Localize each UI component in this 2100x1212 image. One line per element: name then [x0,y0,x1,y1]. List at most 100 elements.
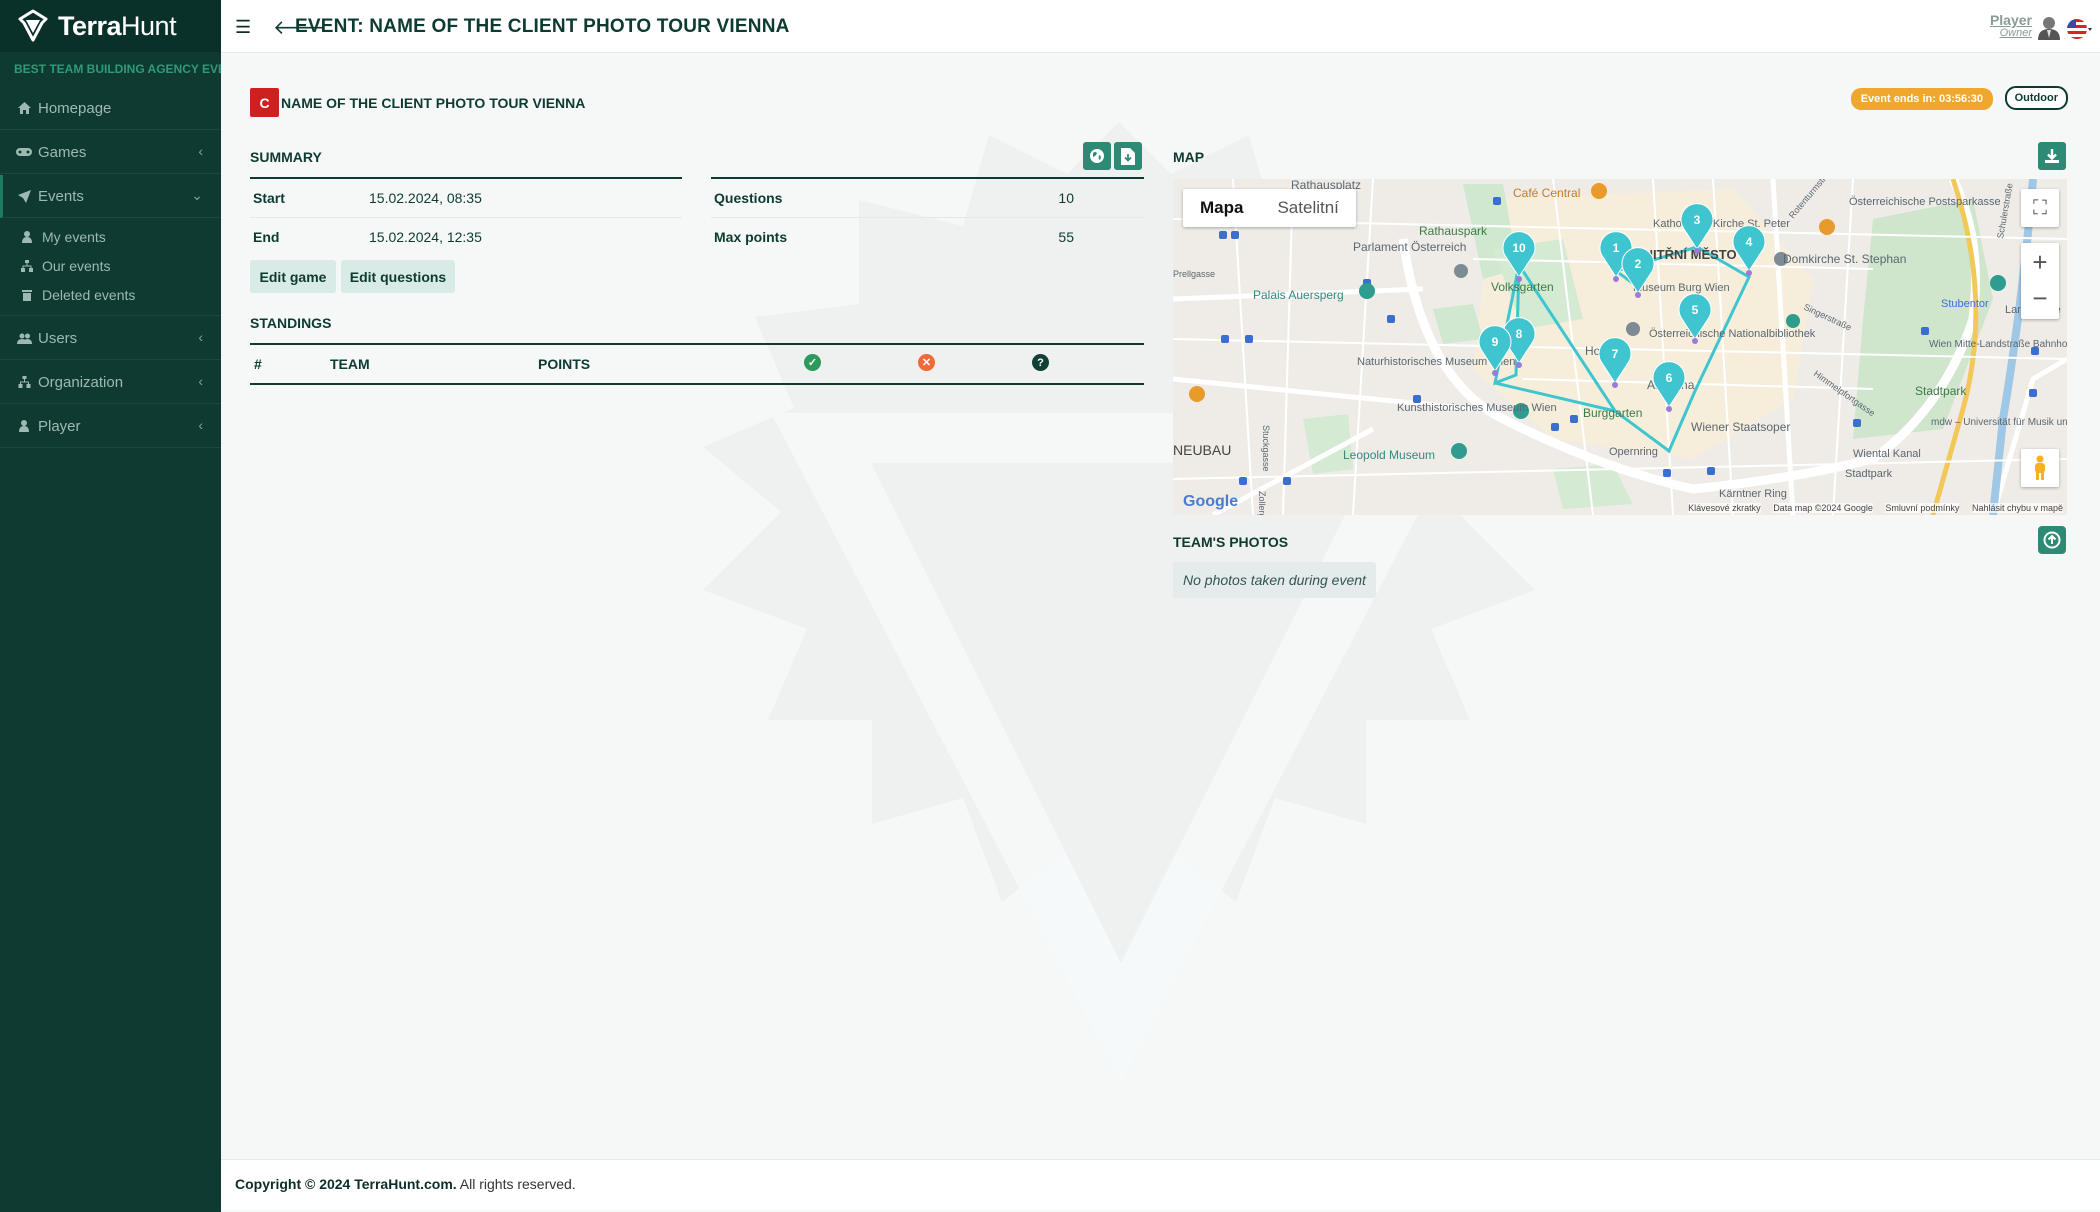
map-marker-6[interactable]: 6 [1652,361,1686,412]
keyboard-shortcuts-link[interactable]: Klávesové zkratky [1688,503,1761,513]
event-header: C NAME OF THE CLIENT PHOTO TOUR VIENNA [250,88,585,117]
start-value: 15.02.2024, 08:35 [366,179,682,218]
map-type-map-button[interactable]: Mapa [1200,198,1244,217]
sidebar-subitem-deleted-events[interactable]: Deleted events [0,280,221,309]
map-label: Café Central [1513,186,1580,200]
client-name: NAME OF THE CLIENT PHOTO TOUR VIENNA [281,94,586,111]
terms-link[interactable]: Smluvní podmínky [1885,503,1960,513]
max-points-label: Max points [714,229,788,245]
map-marker-7[interactable]: 7 [1598,337,1632,388]
sidebar-item-label: Homepage [38,99,112,117]
map-marker-label: 3 [1694,213,1701,227]
download-icon [2045,149,2059,163]
users-icon [16,330,32,346]
user-role[interactable]: Owner [1999,27,2032,39]
edit-game-button[interactable]: Edit game [250,260,336,293]
map-label: Wien Mitte-Landstraße Bahnhof [1929,339,2067,350]
map-label: VNITŘNÍ MĚSTO [1635,247,1737,262]
sidebar-item-label: Organization [38,373,124,391]
map-canvas[interactable]: Rathausplatz Café Central Katholische Ki… [1173,179,2067,515]
map-marker-label: 5 [1692,303,1699,317]
sitemap-icon [16,374,32,390]
sidebar-subitem-our-events[interactable]: Our events [0,251,221,280]
file-download-icon [1121,147,1135,165]
map-marker-10[interactable]: 10 [1502,231,1536,282]
page-title: EVENT: NAME OF THE CLIENT PHOTO TOUR VIE… [295,16,790,37]
map-label: Domkirche St. Stephan [1783,252,1906,266]
globe-icon [1090,149,1104,163]
map-label: Leopold Museum [1343,448,1435,462]
user-icon [20,230,34,243]
map-marker-label: 6 [1666,371,1673,385]
pegman-icon[interactable] [2021,449,2059,487]
standings-title: STANDINGS [250,315,332,331]
event-type-badge: Outdoor [2004,86,2068,110]
map-label: Stadtpark [1915,384,1967,398]
map-label: Opernring [1609,446,1658,458]
zoom-in-icon[interactable]: + [2032,247,2048,277]
brand[interactable]: TerraHunt [0,0,221,52]
fullscreen-icon[interactable]: ⛶ [2021,189,2059,227]
hamburger-menu-icon[interactable]: ☰ [235,17,252,37]
map-label: Naturhistorisches Museum Wien [1357,356,1515,368]
terrahunt-logo-icon [18,9,48,42]
map-marker-label: 4 [1746,235,1753,249]
us-flag-icon[interactable] [2066,16,2092,42]
map-marker-label: 10 [1512,241,1526,255]
map-marker-2[interactable]: 2 [1621,247,1655,298]
google-logo: Google [1183,493,1239,510]
map-label: Österreichische Nationalbibliothek [1649,328,1816,340]
sidebar-subitem-my-events[interactable]: My events [0,222,221,251]
edit-questions-button[interactable]: Edit questions [341,260,455,293]
questions-value: 10 [915,179,1144,218]
map-label: Burggarten [1583,406,1642,420]
map-label: Kunsthistorisches Museum Wien [1397,402,1557,414]
map-marker-9[interactable]: 9 [1478,325,1512,376]
zoom-out-icon[interactable]: − [2032,283,2048,313]
map-label: Stubentor [1941,298,1989,310]
sidebar-subitem-label: Deleted events [42,286,136,303]
top-bar: ☰ 🡐 EVENT: NAME OF THE CLIENT PHOTO TOUR… [221,0,2100,53]
user-menu[interactable]: Player Owner [1990,12,2032,39]
col-rank: # [254,356,262,372]
download-map-button[interactable] [2038,142,2066,170]
copyright-text: Copyright © 2024 TerraHunt.com. [235,1176,457,1192]
sidebar-item-player[interactable]: Player ‹ [0,405,221,448]
client-badge: C [250,88,279,117]
event-map[interactable]: Rathausplatz Café Central Katholische Ki… [1173,179,2067,515]
map-label: Rathausplatz [1291,179,1361,192]
sidebar-item-events[interactable]: Events ⌄ [0,175,221,218]
map-label: Stadtpark [1845,468,1893,480]
events-submenu: My events Our events Deleted events [0,218,221,316]
main-content: C NAME OF THE CLIENT PHOTO TOUR VIENNA E… [221,53,2100,1159]
report-error-link[interactable]: Nahlásit chybu v mapě [1971,503,2063,513]
map-marker-5[interactable]: 5 [1678,293,1712,344]
map-label: Volksgarten [1491,280,1554,294]
map-marker-4[interactable]: 4 [1732,225,1766,276]
avatar[interactable] [2038,16,2060,40]
end-label: End [253,229,280,245]
map-label: Wiener Staatsoper [1691,420,1790,434]
map-marker-3[interactable]: 3 [1680,203,1714,254]
sidebar-item-label: Users [38,329,78,347]
sidebar-item-organization[interactable]: Organization ‹ [0,361,221,404]
end-row: End 15.02.2024, 12:35 [250,218,682,257]
map-label: Katholische Kirche St. Peter [1653,218,1790,230]
sidebar-subitem-label: Our events [42,257,111,274]
upload-photo-button[interactable] [2038,526,2066,554]
sidebar-item-homepage[interactable]: Homepage [0,87,221,130]
map-label: NEUBAU [1173,442,1231,458]
sidebar-item-label: Player [38,417,81,435]
export-document-button[interactable] [1114,142,1142,170]
map-type-satellite-button[interactable]: Satelitní [1277,198,1339,217]
sidebar-item-games[interactable]: Games ‹ [0,131,221,174]
sidebar-subitem-label: My events [42,228,106,245]
start-label: Start [250,179,366,218]
map-marker-label: 9 [1492,335,1499,349]
tagline: BEST TEAM BUILDING AGENCY EVER [14,62,221,76]
sidebar-item-users[interactable]: Users ‹ [0,317,221,360]
back-arrow-icon[interactable]: 🡐 [273,17,327,39]
globe-button[interactable] [1083,142,1111,170]
end-value: 15.02.2024, 12:35 [369,229,482,245]
user-name[interactable]: Player [1989,12,2032,28]
